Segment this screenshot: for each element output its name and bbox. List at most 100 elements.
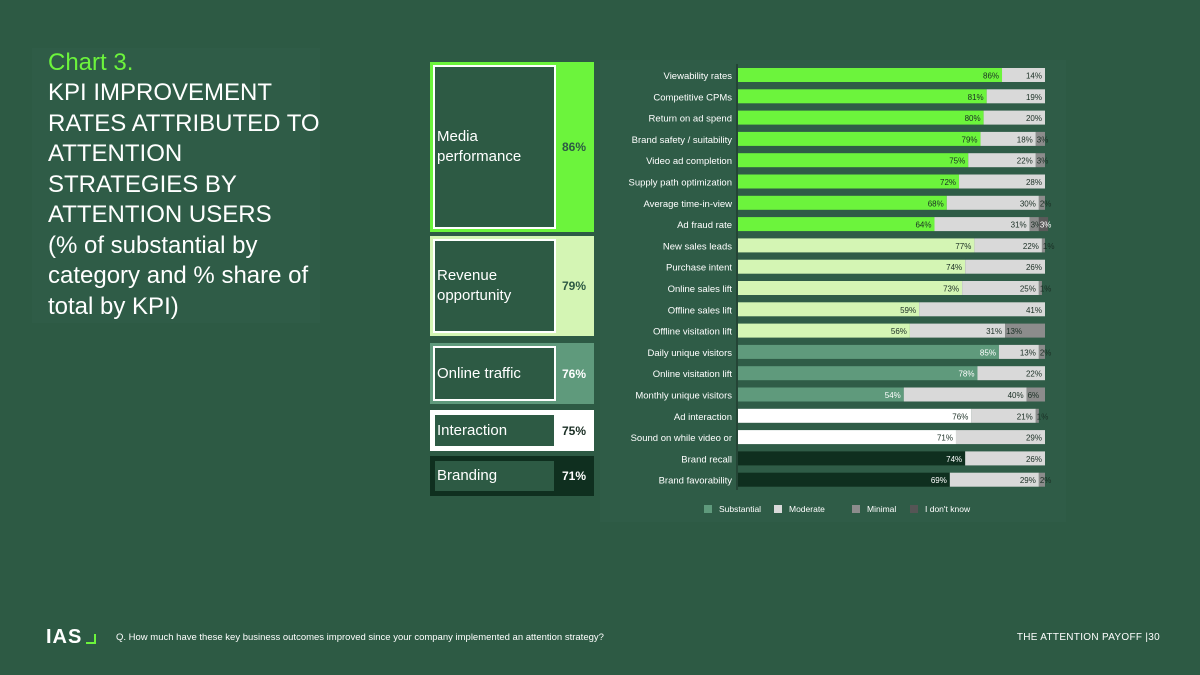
footer-question: Q. How much have these key business outc…: [116, 632, 604, 643]
legend-label: Minimal: [867, 504, 896, 514]
bar-segment: [738, 238, 975, 253]
kpi-label: Offline sales lift: [668, 305, 733, 316]
chart-title: KPI IMPROVEMENT RATES ATTRIBUTED TO ATTE…: [48, 79, 320, 228]
category-box: Media performance 86%: [430, 62, 594, 232]
bar-segment: [1041, 238, 1045, 253]
bar-value-label: 2%: [1040, 348, 1052, 357]
category-box: Online traffic 76%: [430, 343, 594, 404]
kpi-label: Online visitation lift: [653, 369, 733, 380]
bar-value-label: 22%: [1023, 242, 1039, 251]
category-box: Interaction 75%: [430, 410, 594, 451]
bar-segment: [959, 174, 1045, 189]
bar-value-label: 21%: [1017, 412, 1033, 421]
bar-value-label: 3%: [1031, 221, 1043, 230]
kpi-label: Monthly unique visitors: [635, 391, 732, 402]
bar-segment: [738, 387, 904, 402]
bar-value-label: 72%: [940, 178, 956, 187]
ias-logo: IAS: [46, 626, 83, 648]
title-block: Chart 3. KPI IMPROVEMENT RATES ATTRIBUTE…: [32, 48, 320, 323]
bar-segment: [738, 408, 972, 423]
category-box: Branding 71%: [430, 456, 594, 496]
bar-value-label: 41%: [1026, 306, 1042, 315]
kpi-label: New sales leads: [663, 241, 732, 252]
bar-value-label: 56%: [891, 327, 907, 336]
legend-swatch: [910, 505, 918, 513]
category-name: Revenue opportunity: [433, 239, 556, 333]
bar-value-label: 31%: [1011, 221, 1027, 230]
bar-segment: [919, 302, 1045, 317]
bar-segment: [903, 387, 1027, 402]
bar-value-label: 71%: [937, 434, 953, 443]
bar-value-label: 28%: [1026, 178, 1042, 187]
bar-segment: [1005, 323, 1045, 338]
kpi-label: Brand safety / suitability: [632, 135, 733, 146]
bar-segment: [1035, 131, 1045, 146]
bar-segment: [738, 174, 960, 189]
category-pct: 76%: [561, 366, 587, 381]
bar-segment: [738, 110, 984, 125]
category-box: Revenue opportunity 79%: [430, 236, 594, 336]
bar-segment: [934, 217, 1030, 232]
bar-value-label: 13%: [1006, 327, 1022, 336]
bar-segment: [998, 344, 1039, 359]
bar-value-label: 81%: [968, 93, 984, 102]
bar-segment: [738, 451, 966, 466]
bar-segment: [1035, 153, 1045, 168]
bar-value-label: 75%: [949, 157, 965, 166]
kpi-label: Ad fraud rate: [677, 220, 732, 231]
bar-value-label: 80%: [965, 114, 981, 123]
category-pct: 71%: [561, 469, 587, 483]
bar-value-label: 20%: [1026, 114, 1042, 123]
bar-segment: [974, 238, 1042, 253]
bar-value-label: 18%: [1017, 135, 1033, 144]
bar-segment: [983, 110, 1045, 125]
bar-segment: [1029, 217, 1039, 232]
legend-label: Moderate: [789, 504, 825, 514]
bar-value-label: 19%: [1026, 93, 1042, 102]
bar-segment: [738, 153, 969, 168]
category-name: Media performance: [433, 65, 556, 229]
kpi-label: Average time-in-view: [643, 199, 732, 210]
bar-value-label: 3%: [1037, 135, 1049, 144]
bar-segment: [738, 366, 978, 381]
kpi-label: Return on ad spend: [649, 114, 732, 125]
bar-value-label: 29%: [1026, 434, 1042, 443]
bar-value-label: 2%: [1040, 476, 1052, 485]
category-pct: 86%: [561, 140, 587, 154]
bar-segment: [1038, 195, 1045, 210]
bar-value-label: 1%: [1037, 412, 1049, 421]
bar-value-label: 59%: [900, 306, 916, 315]
bar-segment: [738, 131, 981, 146]
bar-segment: [962, 281, 1039, 295]
chart-label: Chart 3.: [48, 49, 134, 76]
bar-value-label: 26%: [1026, 455, 1042, 464]
bar-value-label: 85%: [980, 348, 996, 357]
bar-value-label: 31%: [986, 327, 1002, 336]
kpi-label: Purchase intent: [666, 263, 732, 274]
kpi-label: Video ad completion: [646, 156, 732, 167]
category-name: Interaction: [433, 413, 556, 448]
bar-segment: [738, 89, 987, 104]
bar-segment: [968, 153, 1036, 168]
bar-segment: [1038, 281, 1042, 295]
bar-value-label: 79%: [962, 135, 978, 144]
chart-subtitle: (% of substantial by category and % shar…: [48, 231, 309, 320]
bar-value-label: 74%: [946, 455, 962, 464]
bar-value-label: 25%: [1020, 285, 1036, 294]
kpi-label: Competitive CPMs: [653, 92, 732, 103]
kpi-label: Sound on while video or: [631, 433, 732, 444]
kpi-label: Ad interaction: [674, 412, 732, 423]
bar-value-label: 1%: [1043, 242, 1055, 251]
bar-segment: [738, 302, 920, 317]
bar-segment: [738, 430, 956, 445]
bar-segment: [971, 408, 1036, 423]
bar-segment: [1038, 217, 1049, 232]
bar-value-label: 73%: [943, 285, 959, 294]
bar-value-label: 86%: [983, 72, 999, 81]
bar-value-label: 74%: [946, 263, 962, 272]
bar-value-label: 1%: [1040, 285, 1052, 294]
bar-value-label: 40%: [1008, 391, 1024, 400]
bar-value-label: 29%: [1020, 476, 1036, 485]
bar-value-label: 14%: [1026, 72, 1042, 81]
bar-segment: [955, 430, 1045, 445]
